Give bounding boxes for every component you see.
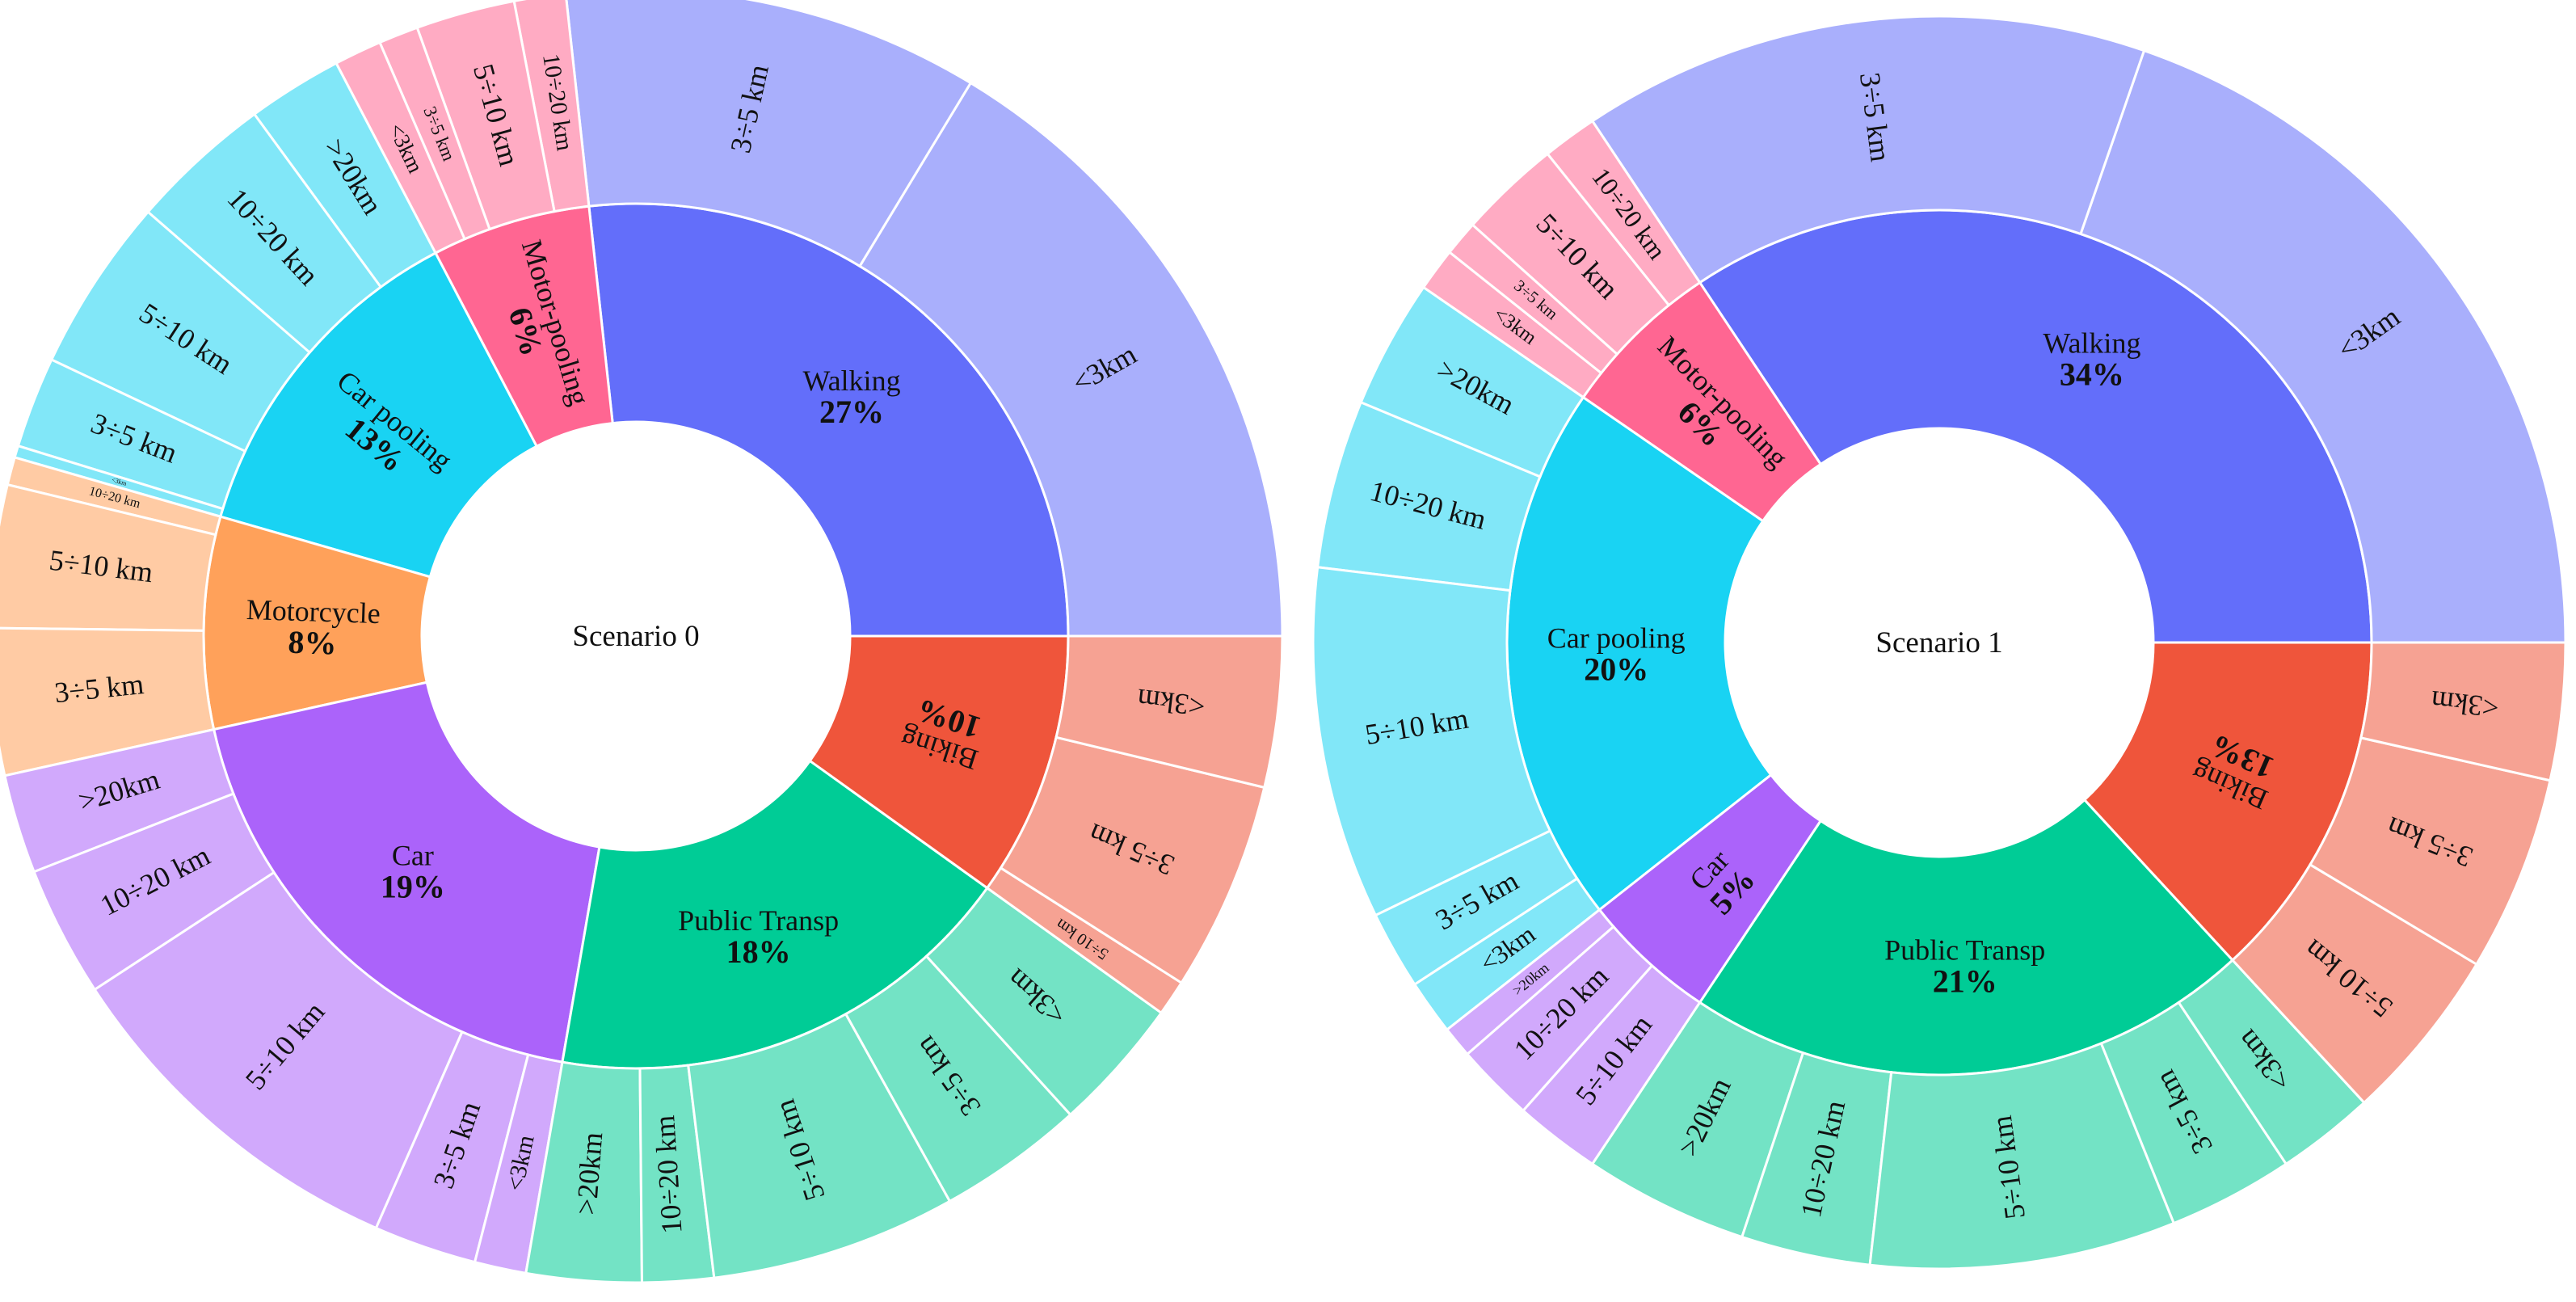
segment-walking-lt-3km[interactable] [857,81,1284,638]
category-percent: 34% [2060,356,2124,392]
distance-label: <3km [2429,685,2500,724]
category-percent: 8% [288,624,337,662]
category-percent: 19% [381,868,445,904]
center-title: Scenario 1 [1875,626,2002,659]
category-name: Car [392,839,434,871]
category-name: Public Transp [678,904,839,937]
distance-label: <3km [1135,683,1206,723]
category-name: Walking [2043,327,2140,359]
distance-label: >20km [570,1131,608,1216]
category-label-walking: Walking 27% [802,364,900,430]
segment-biking-lt-3km[interactable] [1054,634,1284,790]
category-percent: 20% [1584,651,1648,688]
category-percent: 18% [726,933,791,970]
segments [0,0,1284,1284]
category-label-car-pooling: Car pooling 20% [1547,622,1686,688]
category-name: Car pooling [1547,622,1686,655]
segment-walking-3-5-km[interactable] [1590,15,2146,284]
category-name: Public Transp [1884,934,2045,967]
category-name: Motorcycle [246,593,381,630]
center-title: Scenario 0 [572,620,699,653]
distance-label: 10÷20 km [648,1114,688,1235]
segment-walking-lt-3km[interactable] [2079,48,2567,644]
category-label-car: Car 19% [381,839,445,904]
category-percent: 21% [1933,963,1997,1000]
category-percent: 27% [819,394,884,430]
category-label-public-transp: Public Transp 18% [678,904,839,970]
segment-walking-3-5-km[interactable] [565,0,973,268]
category-name: Walking [802,364,900,397]
category-label-motorcycle: Motorcycle8% [245,593,381,663]
category-label-walking: Walking 34% [2043,327,2140,392]
category-label-public-transp: Public Transp 21% [1884,934,2045,1000]
segments [1311,15,2567,1270]
segment-biking-lt-3km[interactable] [2359,641,2567,782]
